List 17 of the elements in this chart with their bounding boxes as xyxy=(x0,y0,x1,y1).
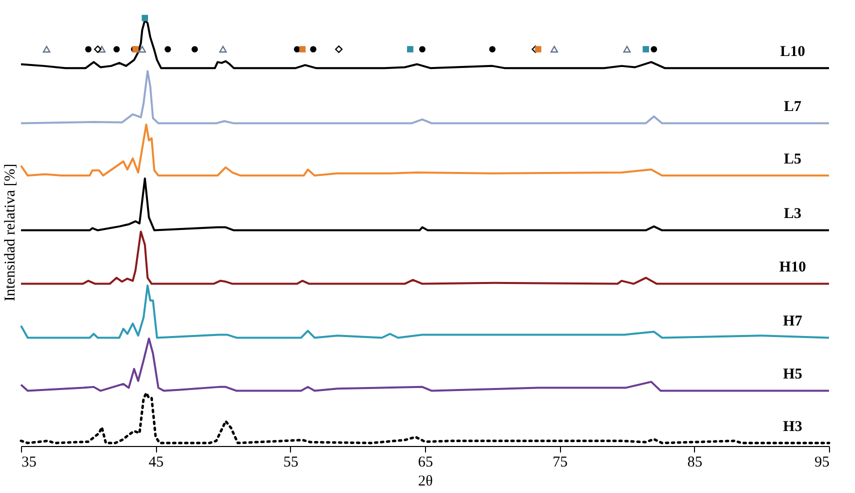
x-tick-label: 35 xyxy=(22,454,36,470)
x-tick-label: 85 xyxy=(687,454,702,470)
series-label: H10 xyxy=(779,260,806,276)
x-tick-label: 55 xyxy=(283,454,298,470)
series-label: L7 xyxy=(784,99,802,116)
y-axis-title: Intensidad relativa [%] xyxy=(2,164,18,302)
series-label: L3 xyxy=(784,206,802,222)
x-tick-label: 65 xyxy=(418,454,433,470)
x-tick-label: 75 xyxy=(552,454,568,470)
series-label: H7 xyxy=(783,314,803,330)
series-label: L10 xyxy=(780,44,806,60)
series-label: H5 xyxy=(783,366,802,383)
series-label: H3 xyxy=(783,418,802,435)
x-tick-label: 45 xyxy=(148,454,164,470)
x-axis-title: 2θ xyxy=(418,474,433,490)
x-tick-label: 95 xyxy=(814,454,830,470)
series-label: L5 xyxy=(784,151,802,168)
